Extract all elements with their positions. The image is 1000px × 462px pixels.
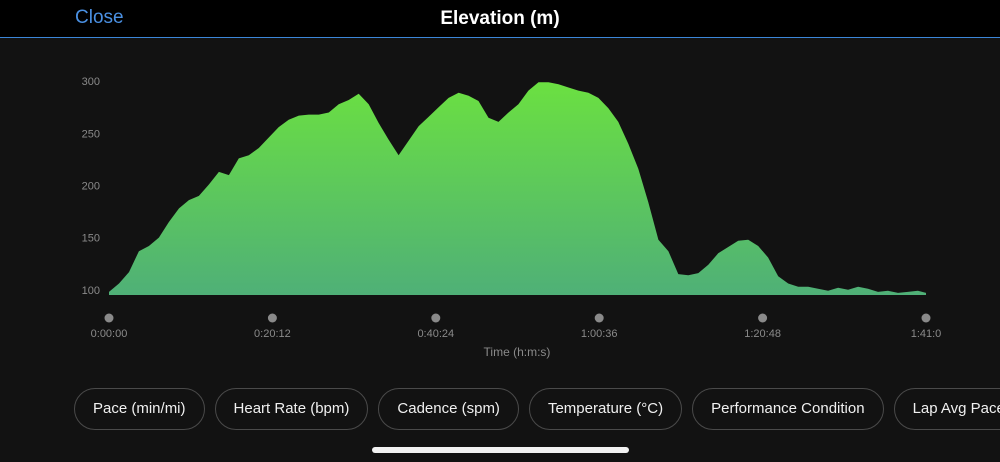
y-tick-label: 200: [82, 181, 100, 193]
x-tick-label: 1:20:48: [744, 328, 781, 340]
x-tick-label: 0:40:24: [417, 328, 454, 340]
x-tick-marker: [594, 313, 604, 323]
x-tick-marker: [921, 313, 931, 323]
home-indicator: [372, 447, 629, 453]
metric-chip[interactable]: Cadence (spm): [378, 388, 519, 430]
x-tick-marker: [104, 313, 114, 323]
elevation-chart: 100 150 200 250 300 0:00:00 0:20:12 0:40:24 1:0…: [82, 76, 942, 359]
close-button[interactable]: Close: [75, 7, 124, 28]
y-tick-label: 300: [82, 76, 100, 88]
metric-chip[interactable]: Lap Avg Pace: [893, 388, 1000, 430]
metric-chip[interactable]: Performance Condition: [692, 388, 884, 430]
page-title: Elevation (m): [440, 8, 560, 29]
metric-chip-bar: Pace (min/mi) Heart Rate (bpm) Cadence (sp…: [74, 388, 1000, 430]
metric-chip[interactable]: Pace (min/mi): [74, 388, 205, 430]
x-tick-marker: [758, 313, 768, 323]
y-tick-label: 250: [82, 128, 100, 140]
y-tick-label: 100: [82, 285, 100, 297]
x-tick-label: 1:00:36: [581, 328, 618, 340]
x-tick-label: 0:00:00: [91, 328, 128, 340]
metric-chip[interactable]: Temperature (°C): [528, 388, 683, 430]
metric-chip[interactable]: Heart Rate (bpm): [214, 388, 369, 430]
x-axis-label: Time (h:m:s): [484, 345, 551, 359]
x-tick-label: 1:41:0: [911, 328, 942, 340]
x-tick-label: 0:20:12: [254, 328, 291, 340]
header-bar: Close Elevation (m): [0, 0, 1000, 38]
y-tick-label: 150: [82, 233, 100, 245]
x-tick-marker: [267, 313, 277, 323]
x-tick-marker: [431, 313, 441, 323]
elevation-area: [109, 82, 926, 295]
